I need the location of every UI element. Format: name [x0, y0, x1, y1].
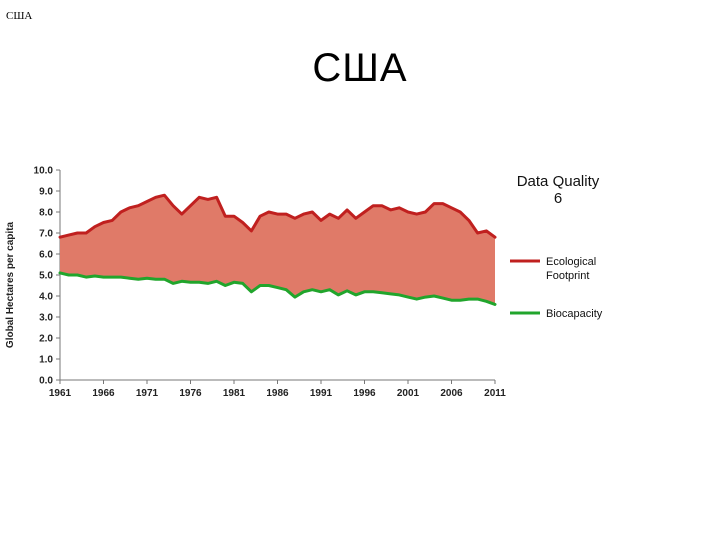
- footprint-line: [58, 193, 497, 239]
- x-tick-label: 1996: [353, 388, 376, 399]
- deficit-area: [60, 195, 495, 305]
- y-tick-label: 7.0: [39, 229, 53, 240]
- y-tick-label: 1.0: [39, 355, 53, 366]
- footprint-chart: 0.0 1.0 2.0 3.0 4.0 5.0 6.0 7.0 8.0 9.0 10.0 1961 19…: [5, 166, 603, 400]
- y-tick-label: 3.0: [39, 313, 53, 324]
- slide-title: США: [312, 46, 408, 90]
- y-tick-label: 0.0: [39, 376, 53, 387]
- area-layer: [60, 195, 495, 305]
- x-tick-label: 1976: [179, 388, 202, 399]
- x-tick-label: 1961: [49, 388, 72, 399]
- x-tick-label: 2011: [484, 388, 506, 399]
- labels-layer: 0.0 1.0 2.0 3.0 4.0 5.0 6.0 7.0 8.0 9.0 10.0 1961 19…: [5, 166, 506, 400]
- x-tick-label: 1971: [136, 388, 159, 399]
- y-tick-label: 4.0: [39, 292, 53, 303]
- corner-title: США: [6, 10, 33, 22]
- y-tick-label: 8.0: [39, 208, 53, 219]
- lines-layer: [58, 193, 497, 306]
- x-tick-label: 1986: [266, 388, 289, 399]
- y-tick-label: 10.0: [34, 166, 54, 177]
- x-tick-label: 1991: [310, 388, 333, 399]
- footprint-legend-label: Ecological: [546, 256, 596, 268]
- y-axis-label: Global Hectares per capita: [5, 221, 16, 348]
- y-tick-label: 6.0: [39, 250, 53, 261]
- x-tick-label: 2001: [397, 388, 420, 399]
- x-tick-label: 1981: [223, 388, 246, 399]
- y-tick-label: 5.0: [39, 271, 53, 282]
- data-quality-value: 6: [554, 190, 562, 207]
- biocapacity-legend-label: Biocapacity: [546, 308, 603, 320]
- y-tick-label: 2.0: [39, 334, 53, 345]
- data-quality-label: Data Quality: [517, 173, 600, 190]
- axes-layer: [56, 169, 496, 384]
- x-tick-label: 1966: [92, 388, 115, 399]
- x-tick-label: 2006: [440, 388, 463, 399]
- biocapacity-line: [58, 271, 497, 306]
- footprint-legend-label: Footprint: [546, 270, 589, 282]
- y-tick-label: 9.0: [39, 187, 53, 198]
